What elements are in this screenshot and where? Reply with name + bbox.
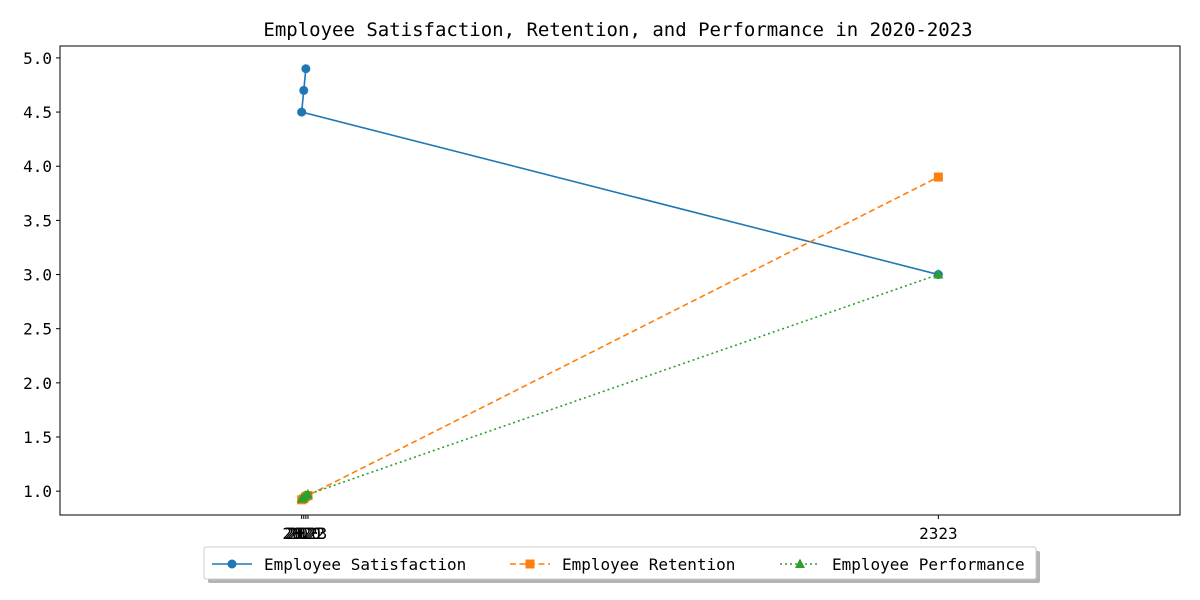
legend-marker — [227, 559, 237, 569]
data-point — [299, 85, 309, 95]
data-point — [933, 269, 944, 279]
y-tick-label: 3.5 — [23, 211, 52, 230]
legend-marker — [525, 559, 535, 569]
y-tick-label: 4.5 — [23, 103, 52, 122]
legend-label: Employee Retention — [562, 555, 735, 574]
y-tick-label: 1.0 — [23, 482, 52, 501]
x-tick-label: 2023 — [289, 524, 328, 543]
legend-label: Employee Satisfaction — [264, 555, 466, 574]
y-tick-label: 5.0 — [23, 49, 52, 68]
data-point — [302, 488, 313, 499]
x-tick-label: 2323 — [919, 524, 958, 543]
data-point — [297, 107, 307, 117]
y-tick-label: 2.5 — [23, 320, 52, 339]
data-point — [301, 64, 311, 74]
legend: Employee Satisfaction Employee Retention E… — [203, 546, 1040, 583]
legend-marker — [795, 558, 805, 568]
y-tick-label: 2.0 — [23, 374, 52, 393]
plot-area — [296, 64, 944, 505]
legend-label: Employee Performance — [832, 555, 1025, 574]
y-tick-label: 4.0 — [23, 157, 52, 176]
x-tick-label: 2021 — [284, 524, 323, 543]
axes: 1.01.52.02.53.03.54.04.55.02020202120222… — [23, 49, 958, 543]
plot-frame — [59, 45, 1181, 516]
y-tick-label: 1.5 — [23, 428, 52, 447]
data-point — [933, 172, 943, 182]
chart-title: Employee Satisfaction, Retention, and Pe… — [263, 19, 972, 41]
y-tick-label: 3.0 — [23, 266, 52, 285]
series-line-1 — [300, 68, 939, 276]
x-tick-label: 2022 — [287, 524, 326, 543]
legend-box — [203, 546, 1037, 580]
x-tick-label: 2020 — [282, 524, 321, 543]
